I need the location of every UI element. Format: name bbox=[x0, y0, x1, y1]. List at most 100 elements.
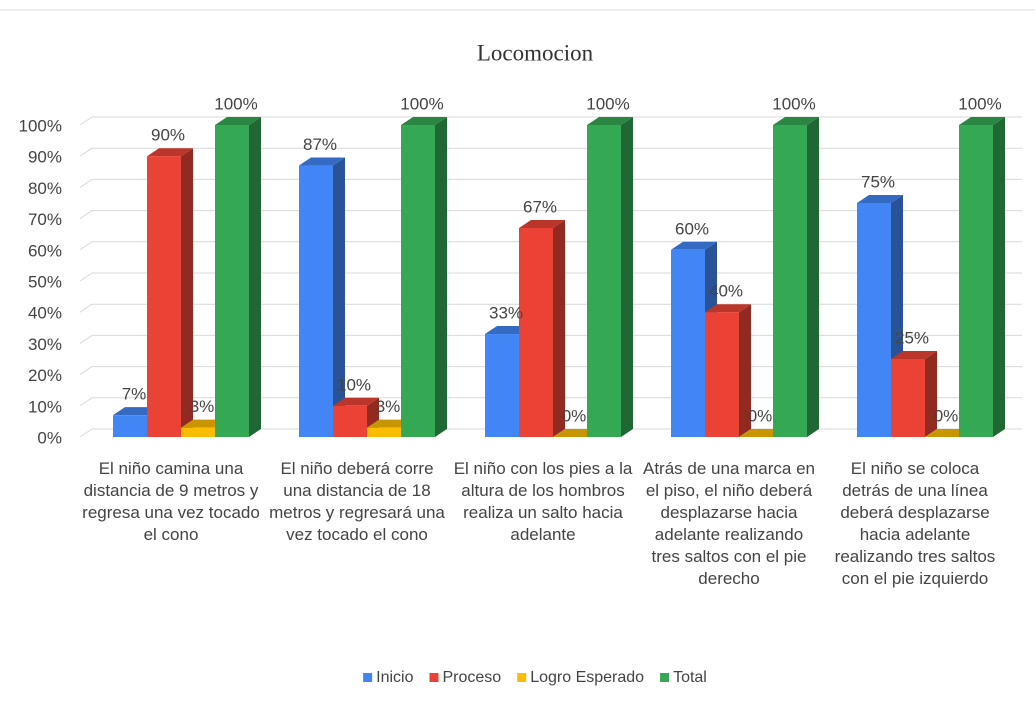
y-tick-label: 60% bbox=[28, 241, 62, 260]
bar-top bbox=[587, 117, 633, 125]
bar-top bbox=[671, 241, 717, 250]
bar bbox=[959, 125, 993, 437]
grid-line-side bbox=[79, 334, 93, 344]
legend-swatch bbox=[517, 673, 527, 682]
bar-side bbox=[807, 117, 819, 437]
x-tick-label: El niño se coloca detrás de una línea debe… bbox=[835, 459, 996, 588]
bar bbox=[147, 156, 181, 437]
data-label: 3% bbox=[190, 397, 215, 416]
data-label: 90% bbox=[151, 126, 185, 145]
bar-side bbox=[333, 157, 345, 437]
bar-top bbox=[215, 117, 261, 125]
grid-line-side bbox=[79, 366, 93, 376]
grid-line-side bbox=[79, 303, 93, 313]
legend-label: Inicio bbox=[376, 669, 413, 686]
x-tick-line: adelante realizando bbox=[655, 525, 803, 544]
grid-line-side bbox=[79, 116, 93, 126]
legend-label: Total bbox=[673, 669, 707, 686]
x-tick-line: realiza un salto hacia bbox=[463, 503, 623, 522]
bar-side bbox=[621, 117, 633, 437]
y-tick-label: 40% bbox=[28, 304, 62, 323]
x-tick-line: El niño camina una bbox=[99, 459, 244, 478]
grid-line-side bbox=[79, 397, 93, 407]
y-tick-label: 10% bbox=[28, 397, 62, 416]
x-tick-line: regresa una vez tocado bbox=[82, 503, 260, 522]
x-tick-line: detrás de una línea bbox=[842, 481, 988, 500]
bar bbox=[113, 415, 147, 437]
bar-side bbox=[435, 117, 447, 437]
data-label: 75% bbox=[861, 172, 895, 191]
bar-top bbox=[857, 195, 903, 203]
bar bbox=[367, 427, 401, 437]
data-label: 0% bbox=[934, 406, 959, 425]
bar-top bbox=[401, 117, 447, 125]
x-tick-line: metros y regresará una bbox=[269, 503, 445, 522]
y-tick-label: 20% bbox=[28, 366, 62, 385]
data-label: 100% bbox=[586, 94, 629, 113]
bar bbox=[891, 359, 925, 437]
bar-side bbox=[739, 304, 751, 437]
data-label: 3% bbox=[376, 397, 401, 416]
data-label: 67% bbox=[523, 197, 557, 216]
bar bbox=[181, 427, 215, 437]
bar bbox=[215, 125, 249, 437]
bar bbox=[401, 125, 435, 437]
data-label: 100% bbox=[958, 94, 1001, 113]
x-tick-line: El niño con los pies a la bbox=[454, 459, 633, 478]
grid-line-side bbox=[79, 428, 93, 438]
data-label: 100% bbox=[214, 94, 257, 113]
data-label: 25% bbox=[895, 328, 929, 347]
x-tick-line: hacia adelante bbox=[860, 525, 971, 544]
data-label: 100% bbox=[400, 94, 443, 113]
x-tick-line: tres saltos con el pie bbox=[652, 547, 807, 566]
x-tick-line: adelante bbox=[510, 525, 575, 544]
bar-top bbox=[705, 304, 751, 313]
grid-line-side bbox=[79, 210, 93, 220]
x-tick-line: el piso, el niño deberá bbox=[646, 481, 813, 500]
data-label: 100% bbox=[772, 94, 815, 113]
grid-line-side bbox=[79, 241, 93, 251]
x-tick-label: El niño con los pies a la altura de los h… bbox=[454, 459, 633, 544]
legend-swatch bbox=[363, 673, 373, 682]
bar bbox=[485, 334, 519, 437]
x-tick-line: el cono bbox=[144, 525, 199, 544]
x-tick-line: con el pie izquierdo bbox=[842, 569, 988, 588]
data-label: 0% bbox=[562, 406, 587, 425]
bar-top bbox=[333, 397, 379, 406]
y-tick-label: 100% bbox=[19, 116, 62, 135]
x-tick-line: derecho bbox=[698, 569, 759, 588]
bar bbox=[299, 165, 333, 437]
x-tick-line: altura de los hombros bbox=[461, 481, 624, 500]
grid-line-side bbox=[79, 178, 93, 188]
grid-line-side bbox=[79, 272, 93, 282]
data-label: 40% bbox=[709, 282, 743, 301]
bar-top bbox=[299, 157, 345, 166]
bar bbox=[857, 203, 891, 437]
bar-side bbox=[993, 117, 1005, 437]
data-label: 60% bbox=[675, 219, 709, 238]
bar-top bbox=[519, 219, 565, 228]
legend-swatch bbox=[660, 673, 670, 682]
bar bbox=[671, 249, 705, 437]
x-tick-line: deberá desplazarse bbox=[840, 503, 989, 522]
y-tick-label: 50% bbox=[28, 272, 62, 291]
bar-side bbox=[181, 148, 193, 437]
chart-title: Locomocion bbox=[477, 40, 594, 65]
bar bbox=[587, 125, 621, 437]
x-tick-line: El niño se coloca bbox=[851, 459, 980, 478]
x-tick-line: vez tocado el cono bbox=[286, 525, 428, 544]
y-tick-label: 90% bbox=[28, 148, 62, 167]
bar-top bbox=[891, 351, 937, 359]
data-label: 33% bbox=[489, 304, 523, 323]
bar-top bbox=[147, 148, 193, 157]
x-tick-label: Atrás de una marca en el piso, el niño de… bbox=[643, 459, 815, 588]
data-label: 87% bbox=[303, 135, 337, 154]
x-tick-label: El niño camina una distancia de 9 metros … bbox=[82, 459, 260, 544]
x-tick-line: Atrás de una marca en bbox=[643, 459, 815, 478]
bar-side bbox=[925, 351, 937, 437]
y-tick-label: 80% bbox=[28, 179, 62, 198]
x-tick-line: distancia de 9 metros y bbox=[84, 481, 259, 500]
legend-label: Proceso bbox=[443, 669, 502, 686]
y-tick-label: 30% bbox=[28, 335, 62, 354]
